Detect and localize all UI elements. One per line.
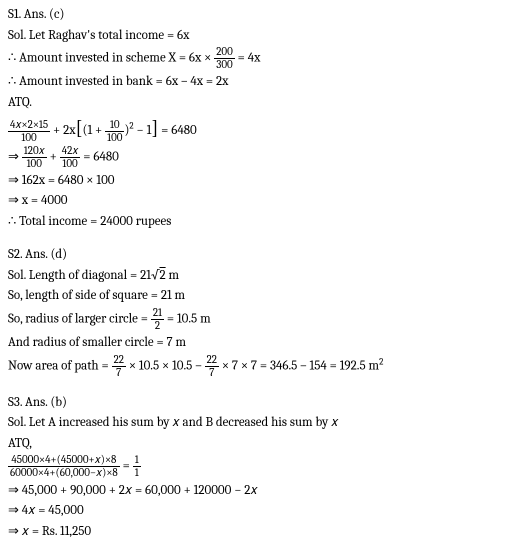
- s2-l2: So, length of side of square = 21 m: [8, 286, 510, 306]
- s2-l5: Now area of path = 227 × 10.5 × 10.5 – 2…: [8, 354, 510, 379]
- s2-header: S2. Ans. (d): [8, 245, 510, 265]
- s1-l6b: +: [47, 149, 60, 164]
- s1-f4d: 100: [22, 158, 47, 170]
- s3-l2: ATQ,: [8, 434, 510, 454]
- s2-l5b: × 10.5 × 10.5 –: [126, 358, 205, 373]
- s3-f2: 11: [133, 454, 141, 479]
- s2-l3a: So, radius of larger circle =: [8, 312, 151, 327]
- s2-l1c: m: [166, 268, 179, 283]
- s1-f2n: 4𝑥×2×15: [8, 119, 50, 132]
- s3-header: S3. Ans. (b): [8, 393, 510, 413]
- s3-f1d: 60000×4+(60,000−𝑥)×8: [8, 467, 120, 479]
- s1-f2d: 100: [8, 132, 50, 144]
- s2-f3d: 7: [205, 367, 219, 379]
- s1-f3d: 100: [105, 132, 124, 144]
- s2-f3n: 22: [205, 354, 219, 367]
- s1-l6: ⇒ 120𝑥100 + 42𝑥100 = 6480: [8, 145, 510, 170]
- s1-l8: ⇒ x = 4000: [8, 191, 510, 211]
- s2-f2n: 22: [112, 354, 126, 367]
- s2-f3: 227: [205, 354, 219, 379]
- s2-f2d: 7: [112, 367, 126, 379]
- s1-l9: ∴ Total income = 24000 rupees: [8, 212, 510, 232]
- s1-l3: ∴ Amount invested in bank = 6x – 4x = 2x: [8, 72, 510, 92]
- s3-f2d: 1: [133, 467, 141, 479]
- s1-l5a: + 2x: [50, 123, 75, 138]
- s1-l5d: − 1: [134, 123, 152, 138]
- s2-l5c: × 7 × 7 = 346.5 – 154 = 192.5 m: [219, 358, 379, 373]
- s1-l2b: = 4x: [235, 51, 261, 66]
- s1-header: S1. Ans. (c): [8, 5, 510, 25]
- s2-l1a: Sol. Length of diagonal = 21: [8, 268, 151, 283]
- s3-l1: Sol. Let A increased his sum by 𝑥 and B …: [8, 413, 510, 433]
- s1-l6c: = 6480: [80, 149, 118, 164]
- s3-l3a: =: [120, 459, 133, 474]
- s2-l5a: Now area of path =: [8, 358, 112, 373]
- s3-l6: ⇒ 𝑥 = Rs. 11,250: [8, 522, 510, 542]
- s1-l4: ATQ.: [8, 93, 510, 113]
- s2-l5exp: 2: [379, 357, 383, 367]
- s1-l2: ∴ Amount invested in scheme X = 6x × 200…: [8, 46, 510, 71]
- s1-l5: 4𝑥×2×15100 + 2x[(1 + 10100)2 − 1] = 6480: [8, 113, 510, 144]
- s1-f5d: 100: [60, 158, 81, 170]
- s2-f2: 227: [112, 354, 126, 379]
- s2-l4: And radius of smaller circle = 7 m: [8, 333, 510, 353]
- s3-l5: ⇒ 4𝑥 = 45,000: [8, 501, 510, 521]
- s1-f2: 4𝑥×2×15100: [8, 119, 50, 144]
- s1-l7: ⇒ 162x = 6480 × 100: [8, 171, 510, 191]
- s2-f1d: 2: [151, 320, 164, 332]
- s2-l3b: = 10.5 m: [164, 312, 211, 327]
- s1-f1: 200300: [214, 46, 235, 71]
- s1-l2a: ∴ Amount invested in scheme X = 6x ×: [8, 51, 214, 66]
- s1-f4: 120𝑥100: [22, 145, 47, 170]
- s1-l6a: ⇒: [8, 149, 22, 164]
- s1-l1: Sol. Let Raghav's total income = 6x: [8, 26, 510, 46]
- s1-f3: 10100: [105, 119, 124, 144]
- s1-f1d: 300: [214, 59, 235, 71]
- s1-f5: 42𝑥100: [60, 145, 81, 170]
- s1-f3n: 10: [105, 119, 124, 132]
- s3-l3: 45000×4+(45000+𝑥)×860000×4+(60,000−𝑥)×8 …: [8, 454, 510, 479]
- s1-l5e: = 6480: [158, 123, 196, 138]
- s3-f1: 45000×4+(45000+𝑥)×860000×4+(60,000−𝑥)×8: [8, 454, 120, 479]
- s2-l1: Sol. Length of diagonal = 21√2 m: [8, 266, 510, 286]
- s2-l3: So, radius of larger circle = 212 = 10.5…: [8, 307, 510, 332]
- s2-f1: 212: [151, 307, 164, 332]
- s1-f4n: 120𝑥: [22, 145, 47, 158]
- s1-f5n: 42𝑥: [60, 145, 81, 158]
- s3-l4: ⇒ 45,000 + 90,000 + 2𝑥 = 60,000 + 120000…: [8, 481, 510, 501]
- s1-l5b: (1 +: [82, 123, 105, 138]
